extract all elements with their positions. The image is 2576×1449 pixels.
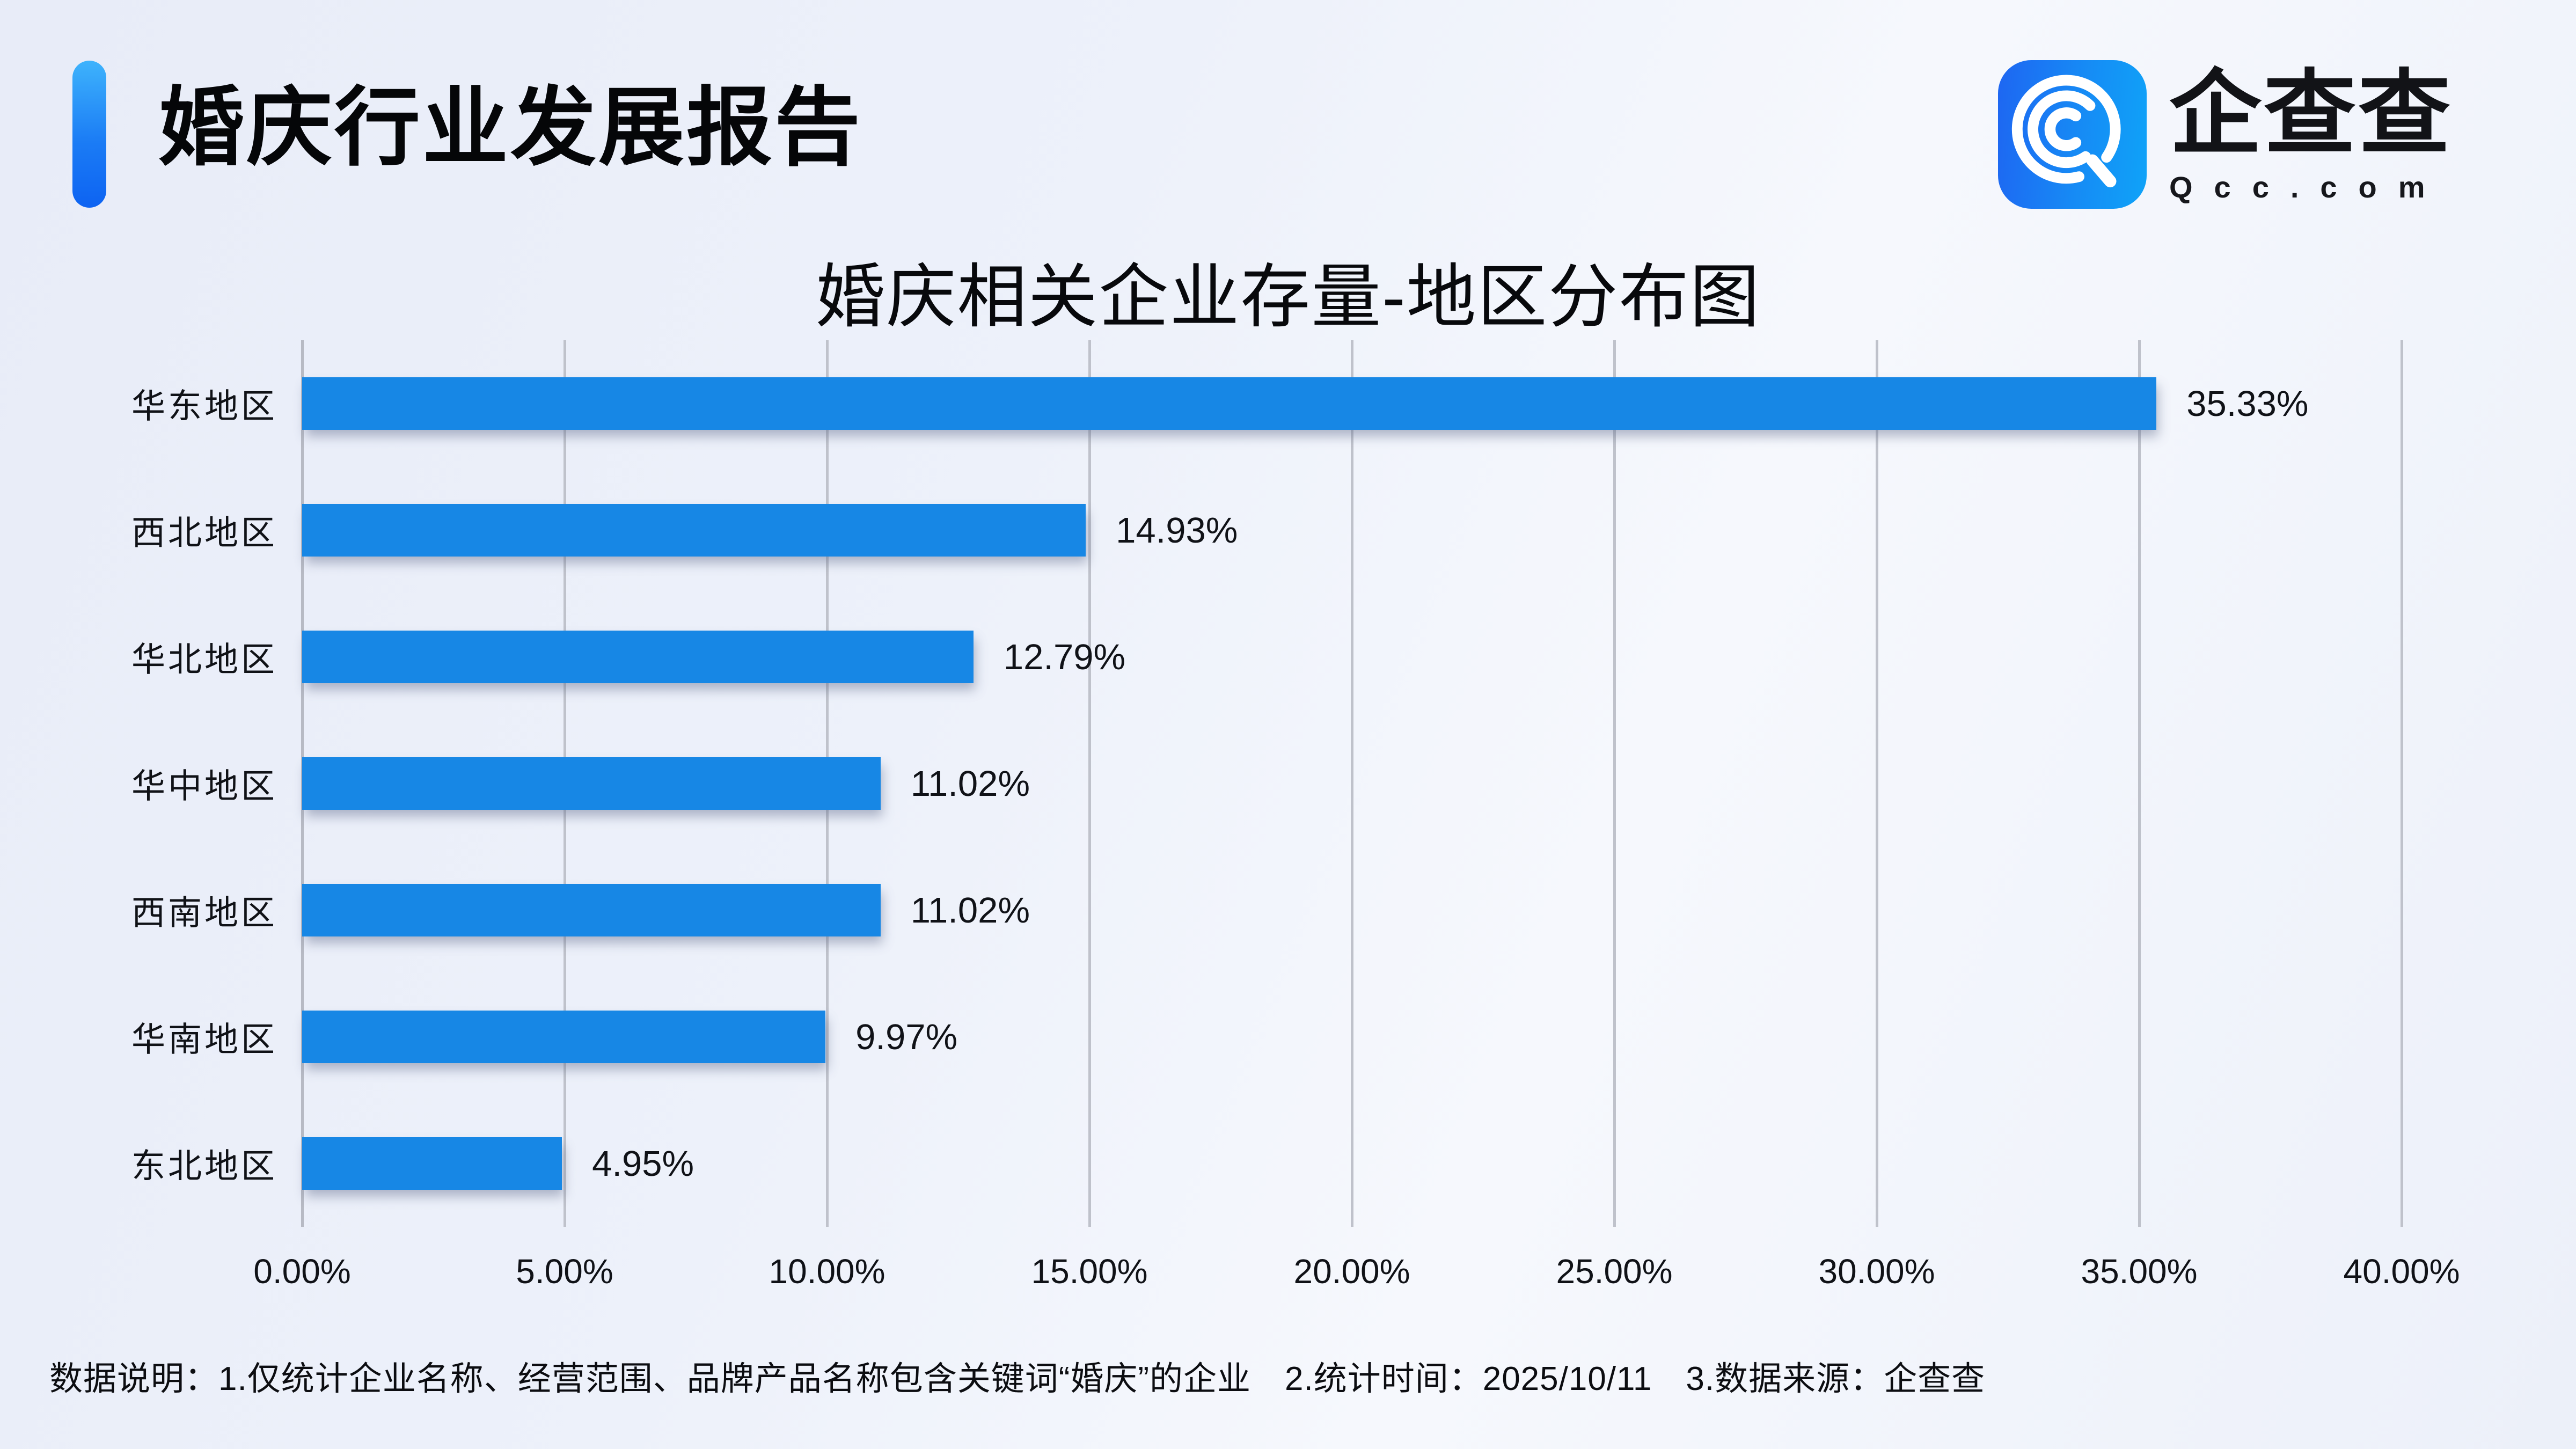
bar: [302, 631, 974, 683]
x-tick-label: 40.00%: [2343, 1252, 2460, 1291]
bar-row: 华南地区 9.97%: [131, 974, 2402, 1100]
value-label: 14.93%: [1116, 510, 1238, 551]
x-tick-label: 20.00%: [1293, 1252, 1410, 1291]
chart-title: 婚庆相关企业存量-地区分布图: [815, 258, 1761, 336]
category-label: 华中地区: [131, 767, 277, 806]
gridline: [1876, 340, 1878, 1227]
category-label: 西南地区: [131, 894, 277, 932]
plot-area: 华东地区 35.33% 西北地区 14.93% 华北地区 12.79% 华中地区 11.02%…: [131, 340, 2403, 1227]
gridline: [2401, 340, 2403, 1227]
brand-logo: 企查查 Qcc.com: [1998, 60, 2453, 209]
x-tick-label: 30.00%: [1818, 1252, 1935, 1291]
category-label: 东北地区: [131, 1147, 277, 1185]
bar-row: 华北地区 12.79%: [131, 594, 2402, 720]
x-tick-label: 5.00%: [516, 1252, 613, 1291]
gridline: [1088, 340, 1091, 1227]
value-label: 12.79%: [1003, 636, 1126, 677]
x-tick-label: 35.00%: [2081, 1252, 2198, 1291]
value-label: 9.97%: [855, 1016, 958, 1057]
x-tick-label: 10.00%: [769, 1252, 885, 1291]
title-accent-bar: [72, 61, 106, 208]
bar: [302, 757, 881, 810]
x-tick-label: 25.00%: [1556, 1252, 1673, 1291]
data-note: 数据说明：1.仅统计企业名称、经营范围、品牌产品名称包含关键词“婚庆”的企业 2…: [49, 1360, 1986, 1397]
value-label: 4.95%: [592, 1143, 694, 1184]
category-label: 华北地区: [131, 641, 277, 679]
brand-name: 企查查: [2169, 62, 2453, 165]
bar: [302, 504, 1086, 557]
gridline: [1351, 340, 1353, 1227]
value-label: 11.02%: [910, 890, 1030, 931]
category-label: 华东地区: [131, 387, 277, 426]
bar-row: 西北地区 14.93%: [131, 467, 2402, 594]
x-axis-labels: 0.00% 5.00% 10.00% 15.00% 20.00% 25.00% 30.00%…: [253, 1252, 2460, 1297]
bar: [302, 1137, 562, 1190]
value-label: 11.02%: [910, 763, 1030, 804]
qcc-logo-icon: [1998, 60, 2147, 209]
x-tick-label: 0.00%: [253, 1252, 351, 1291]
bar-row: 西南地区 11.02%: [131, 847, 2402, 974]
bar: [302, 377, 2157, 430]
brand-domain: Qcc.com: [2169, 170, 2447, 204]
brand-text-block: 企查查 Qcc.com: [2169, 60, 2453, 204]
category-label: 华南地区: [131, 1021, 277, 1059]
gridline: [1613, 340, 1616, 1227]
page-title: 婚庆行业发展报告: [158, 79, 863, 175]
x-tick-label: 15.00%: [1031, 1252, 1148, 1291]
category-label: 西北地区: [131, 514, 277, 552]
value-label: 35.33%: [2186, 383, 2309, 424]
bar: [302, 1011, 826, 1063]
bar-row: 东北地区 4.95%: [131, 1100, 2402, 1227]
bar-row: 华东地区 35.33%: [131, 340, 2402, 467]
bar-row: 华中地区 11.02%: [131, 720, 2402, 847]
bar: [302, 884, 881, 936]
gridline: [2138, 340, 2141, 1227]
